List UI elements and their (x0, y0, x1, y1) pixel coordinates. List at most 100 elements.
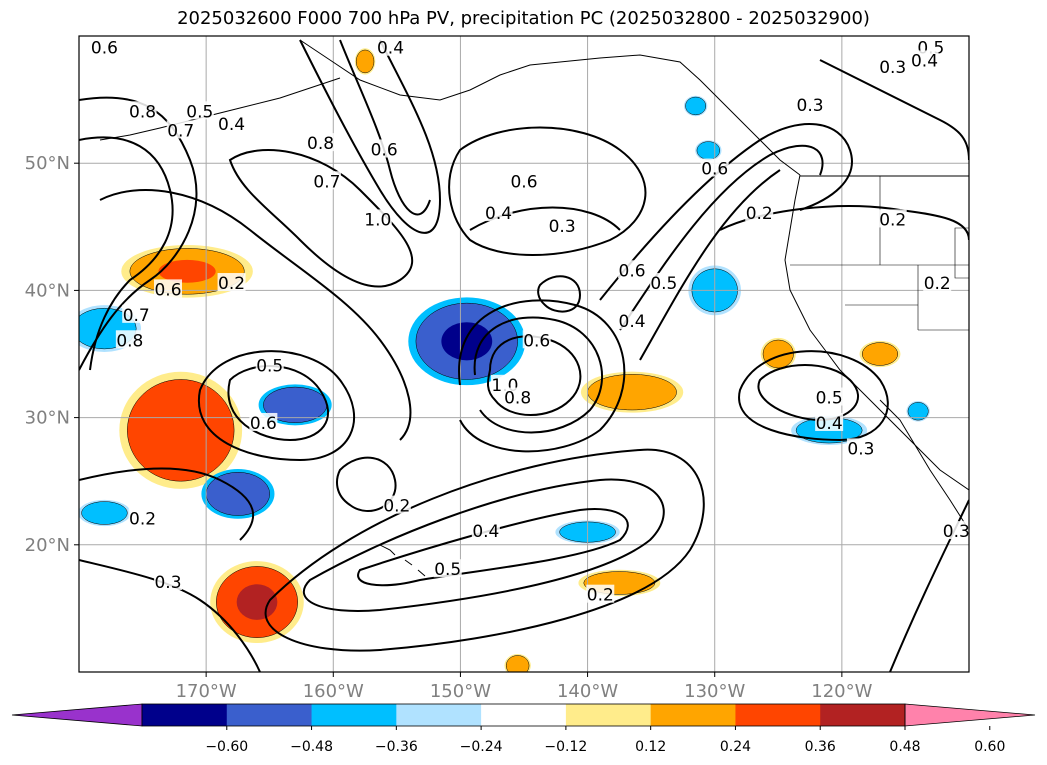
pv-contour (79, 467, 255, 541)
colorbar-segment (226, 704, 313, 726)
hawaii-islands (379, 544, 426, 577)
contour-label-text: 0.5 (256, 357, 283, 377)
contour-label-text: 1.0 (364, 210, 391, 230)
axis-ticks: 170°W 160°W 150°W 140°W 130°W 120°W 20°N 30°N 40… (25, 153, 873, 702)
red-blob-166w-16n (210, 561, 304, 643)
contour-label-text: 0.4 (377, 39, 404, 59)
shade-core (158, 259, 216, 283)
contour-label: 0.4 (815, 412, 844, 434)
contour-label: 0.2 (745, 203, 774, 224)
colorbar-tick-label: 0.24 (720, 739, 751, 755)
colorbar-tick-label: 0.48 (889, 739, 920, 755)
pv-contour (79, 559, 261, 672)
lon-tick-label: 150°W (430, 681, 491, 702)
shade-fill (685, 96, 707, 116)
contour-label: 0.8 (128, 101, 157, 122)
contour-label: 0.5 (433, 559, 462, 580)
contour-label: 0.7 (122, 304, 151, 326)
colorbar-tick-label: 0.60 (974, 739, 1005, 755)
coastlines (99, 39, 969, 577)
blue-blob-168w-24n (201, 469, 275, 519)
shade-fill (762, 339, 794, 369)
contour-label: 0.8 (115, 330, 144, 351)
contour-label-text: 0.4 (485, 204, 512, 224)
shade-fill (587, 374, 677, 411)
lon-tick-label: 170°W (176, 681, 237, 702)
shade-core (236, 584, 278, 620)
lat-tick-label: 40°N (25, 280, 70, 301)
colorbar-segment (565, 704, 652, 726)
contour-label-text: 0.2 (587, 586, 614, 606)
baja-coast (879, 399, 969, 531)
contour-label-text: 0.4 (619, 312, 646, 332)
contour-label-text: 0.8 (116, 331, 143, 351)
contour-label: 0.2 (878, 209, 907, 230)
orange-blob-117w-35n (859, 340, 901, 368)
contour-label-text: 0.3 (943, 522, 970, 542)
colorbar-tick-label: −0.12 (544, 739, 587, 755)
map-background (79, 36, 969, 672)
shade-fill (907, 402, 929, 421)
blue-blob-149w-36n (408, 297, 526, 386)
contour-label-text: 0.6 (91, 39, 118, 59)
lat-tick-label: 30°N (25, 408, 70, 429)
contour-label: 0.6 (510, 171, 538, 192)
lat-tick-label: 50°N (25, 153, 70, 174)
orange-blob-146w-10n (504, 653, 531, 672)
alaska-coast (299, 39, 801, 176)
contour-label: 0.6 (90, 37, 119, 59)
contour-label-text: 0.4 (816, 414, 843, 434)
contour-label: 0.3 (796, 94, 825, 116)
map-frame (78, 35, 970, 673)
contour-label-text: 0.2 (879, 210, 906, 230)
contour-label-text: 0.7 (313, 172, 340, 192)
lat-tick-label: 20°N (25, 535, 70, 556)
contour-label: 0.6 (154, 279, 182, 300)
contour-label-text: 0.4 (911, 51, 938, 71)
contour-label-text: 0.5 (650, 274, 677, 294)
pv-contour (819, 59, 969, 161)
blue-blob-130w-51n (695, 140, 722, 161)
bc-coast (784, 174, 969, 491)
pv-contour (639, 169, 781, 361)
contour-label-text: 0.2 (924, 274, 951, 294)
colorbar-segment (142, 704, 228, 726)
colorbar-tick-label: 0.36 (805, 739, 836, 755)
contour-label: 0.4 (618, 311, 647, 332)
orange-blob-158w-58n (354, 48, 376, 75)
lon-tick-label: 160°W (303, 681, 364, 702)
contour-label: 0.7 (312, 171, 341, 192)
contour-label: 0.3 (942, 521, 970, 542)
contour-label-text: 0.3 (797, 96, 824, 116)
contour-label: 0.2 (923, 273, 952, 294)
shade-fill (696, 141, 721, 160)
contour-label: 0.3 (154, 571, 182, 593)
contour-label: 0.3 (878, 56, 907, 78)
colorbar-segment (820, 704, 906, 726)
pv-contour (537, 275, 582, 313)
contour-label: 0.4 (376, 37, 405, 59)
contour-label: 0.2 (382, 495, 411, 517)
graticule (79, 36, 969, 672)
shade-fill (127, 379, 235, 482)
contour-label: 0.6 (522, 330, 551, 351)
contour-label: 0.2 (217, 273, 246, 294)
contour-label-text: 0.2 (383, 497, 410, 517)
pv-contour (339, 39, 431, 216)
contour-label-text: 0.8 (129, 102, 156, 122)
contour-labels: 0.6 0.4 0.50.40.30.30.8 0.50.7 0.40.60.80.71… (90, 37, 970, 606)
contour-label: 0.3 (548, 215, 577, 237)
contour-label: 0.6 (618, 260, 647, 281)
contour-label: 0.7 (166, 120, 195, 141)
contour-label-text: 0.4 (218, 115, 245, 135)
contour-label-text: 0.6 (250, 414, 277, 434)
shade-fill (355, 49, 375, 74)
pv-contour (79, 136, 174, 371)
pv-contour (738, 350, 889, 442)
pv-contour (889, 499, 969, 672)
contour-label-text: 0.7 (123, 306, 150, 326)
contour-label-text: 0.4 (472, 522, 499, 542)
lon-tick-label: 120°W (811, 681, 872, 702)
red-blob-172w-30n (119, 371, 243, 489)
